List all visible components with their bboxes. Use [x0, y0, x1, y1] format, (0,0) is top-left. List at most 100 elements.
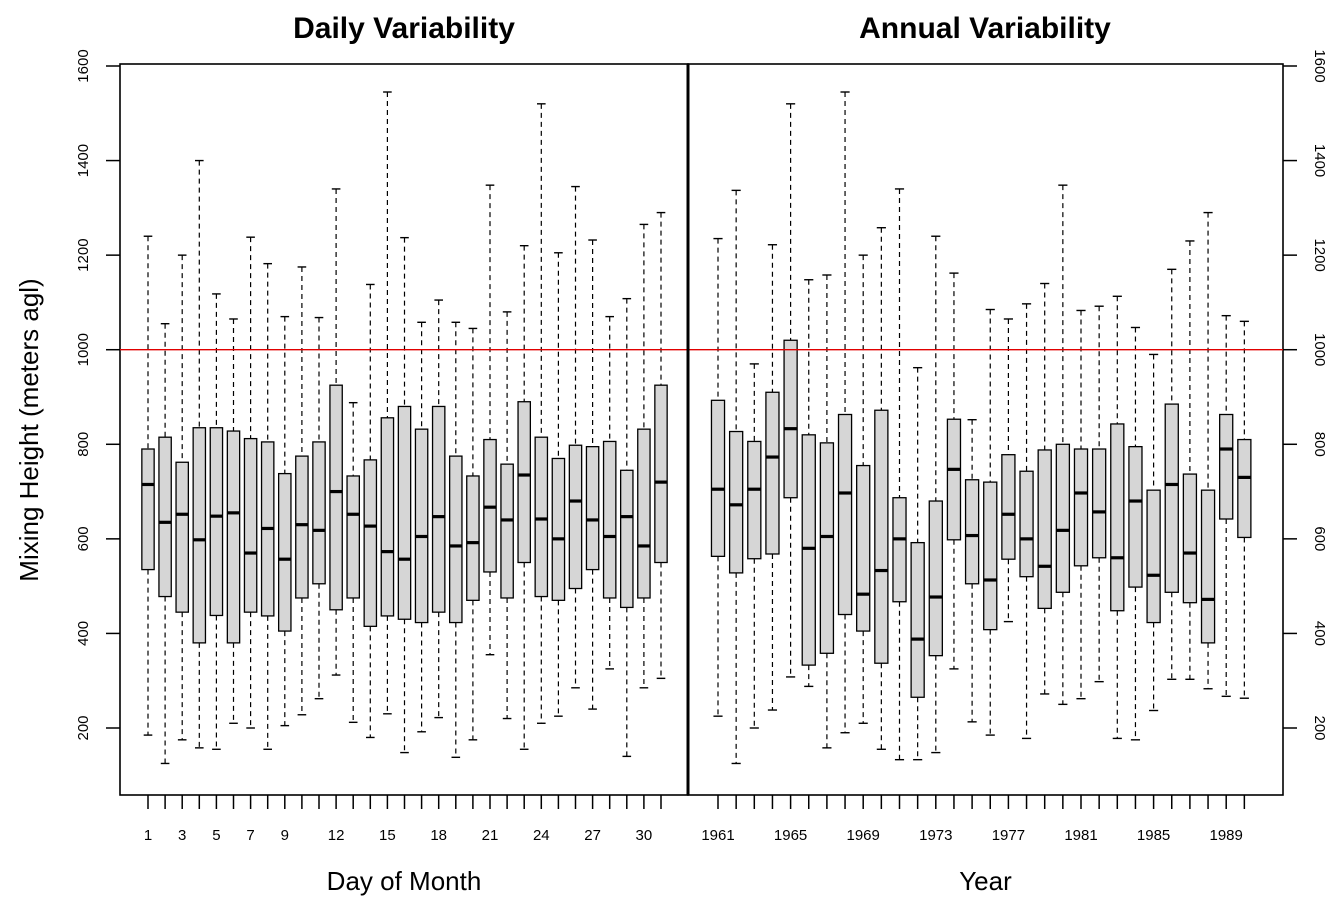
box-iqr: [431, 405, 446, 613]
box-iqr: [619, 469, 634, 609]
box-1964: [765, 244, 780, 711]
box-18: [431, 299, 446, 719]
box-19: [448, 321, 463, 759]
box-12: [329, 188, 343, 676]
box-iqr: [500, 463, 514, 599]
box-iqr: [1001, 454, 1016, 560]
box-1975: [964, 418, 980, 723]
box-iqr: [728, 430, 744, 574]
box-21: [483, 184, 497, 656]
y-tick-label-left: 400: [75, 621, 92, 646]
box-1984: [1128, 326, 1143, 741]
box-iqr: [568, 444, 583, 590]
box-iqr: [1073, 448, 1089, 567]
box-iqr: [192, 427, 207, 644]
box-iqr: [1164, 403, 1179, 593]
box-1981: [1073, 309, 1089, 700]
box-iqr: [1200, 489, 1216, 644]
box-23: [517, 244, 532, 750]
box-1963: [747, 363, 762, 729]
box-iqr: [801, 434, 816, 666]
box-1: [141, 235, 155, 736]
box-1982: [1091, 305, 1107, 683]
box-iqr: [158, 436, 172, 598]
box-iqr: [710, 399, 726, 558]
box-iqr: [819, 442, 835, 654]
box-iqr: [466, 475, 480, 601]
box-iqr: [910, 541, 925, 698]
box-iqr: [874, 409, 889, 664]
box-iqr: [1091, 448, 1107, 559]
x-tick-label: 1981: [1064, 827, 1097, 844]
x-tick-label: 9: [281, 827, 289, 844]
y-tick-label-right: 600: [1311, 526, 1328, 551]
x-tick-label: 1969: [847, 827, 880, 844]
box-2: [158, 323, 172, 765]
y-tick-label-right: 400: [1311, 621, 1328, 646]
y-tick-label-left: 1400: [75, 144, 92, 177]
box-1983: [1110, 295, 1125, 740]
box-1970: [874, 227, 889, 750]
box-28: [602, 315, 617, 670]
box-27: [585, 239, 600, 710]
box-11: [312, 316, 326, 700]
box-24: [534, 103, 549, 724]
box-26: [568, 185, 583, 689]
box-29: [619, 297, 634, 758]
box-31: [654, 211, 668, 680]
box-iqr: [534, 436, 549, 598]
box-iqr: [414, 428, 429, 624]
x-tick-label: 1965: [774, 827, 807, 844]
box-iqr: [946, 418, 962, 541]
box-1987: [1182, 240, 1198, 680]
y-tick-label-left: 1000: [75, 333, 92, 366]
box-iqr: [837, 413, 853, 616]
x-tick-label: 12: [328, 827, 345, 844]
x-tick-label: 21: [482, 827, 499, 844]
x-tick-label: 15: [379, 827, 396, 844]
box-3: [175, 254, 190, 741]
y-tick-label-left: 1200: [75, 238, 92, 271]
box-iqr: [1128, 445, 1143, 588]
box-25: [551, 252, 566, 717]
y-tick-label-right: 1400: [1311, 144, 1328, 177]
box-10: [295, 266, 309, 716]
box-1989: [1219, 314, 1234, 698]
box-iqr: [1110, 423, 1125, 612]
box-8: [260, 262, 275, 750]
x-tick-label: 18: [430, 827, 447, 844]
x-tick-label: 30: [636, 827, 653, 844]
x-tick-label: 3: [178, 827, 186, 844]
box-iqr: [1055, 443, 1071, 593]
y-axis-label: Mixing Height (meters agl): [14, 278, 44, 581]
box-iqr: [1219, 413, 1234, 520]
y-tick-label-right: 200: [1311, 715, 1328, 740]
box-iqr: [1182, 473, 1198, 604]
box-1990: [1237, 320, 1252, 699]
box-iqr: [602, 440, 617, 599]
x-tick-label: 5: [212, 827, 220, 844]
box-1973: [928, 235, 943, 754]
x-tick-label: 1961: [701, 827, 734, 844]
box-iqr: [175, 461, 190, 613]
box-1979: [1037, 282, 1052, 695]
box-1962: [728, 189, 744, 765]
box-iqr: [226, 430, 241, 644]
box-20: [466, 327, 480, 741]
box-iqr: [380, 417, 395, 617]
box-iqr: [141, 448, 155, 571]
panel-title: Daily Variability: [293, 12, 515, 45]
box-iqr: [765, 391, 780, 555]
x-tick-label: 1: [144, 827, 152, 844]
box-9: [277, 315, 292, 727]
x-axis-label: Year: [959, 866, 1012, 896]
box-1961: [710, 237, 726, 717]
y-tick-label-right: 1600: [1311, 49, 1328, 82]
box-1971: [892, 188, 907, 761]
y-tick-label-left: 600: [75, 526, 92, 551]
box-iqr: [1037, 449, 1052, 610]
box-1986: [1164, 268, 1179, 680]
y-tick-label-left: 1600: [75, 49, 92, 82]
